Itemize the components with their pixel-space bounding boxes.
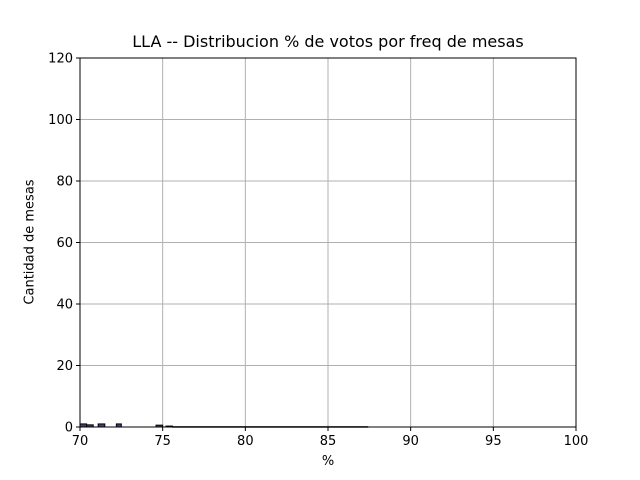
y-tick-label: 100 [48, 113, 73, 128]
chart-title: LLA -- Distribucion % de votos por freq … [132, 32, 524, 51]
x-tick-label: 90 [402, 434, 419, 449]
x-tick-label: 85 [320, 434, 337, 449]
y-tick-label: 40 [56, 298, 73, 313]
y-tick-label: 120 [48, 52, 73, 67]
grid-layer [79, 57, 577, 428]
x-tick-label: 95 [485, 434, 502, 449]
tick-layer: 70 75 80 85 90 95 100 0 20 40 60 80 100 120 [48, 52, 588, 450]
x-tick-label: 70 [72, 434, 89, 449]
y-tick-label: 20 [56, 359, 73, 374]
x-tick-label: 100 [564, 434, 589, 449]
y-tick-label: 0 [65, 421, 73, 436]
y-tick-label: 60 [56, 236, 73, 251]
x-tick-label: 80 [237, 434, 254, 449]
y-tick-label: 80 [56, 175, 73, 190]
x-tick-label: 75 [154, 434, 171, 449]
x-axis-label: % [321, 454, 335, 469]
